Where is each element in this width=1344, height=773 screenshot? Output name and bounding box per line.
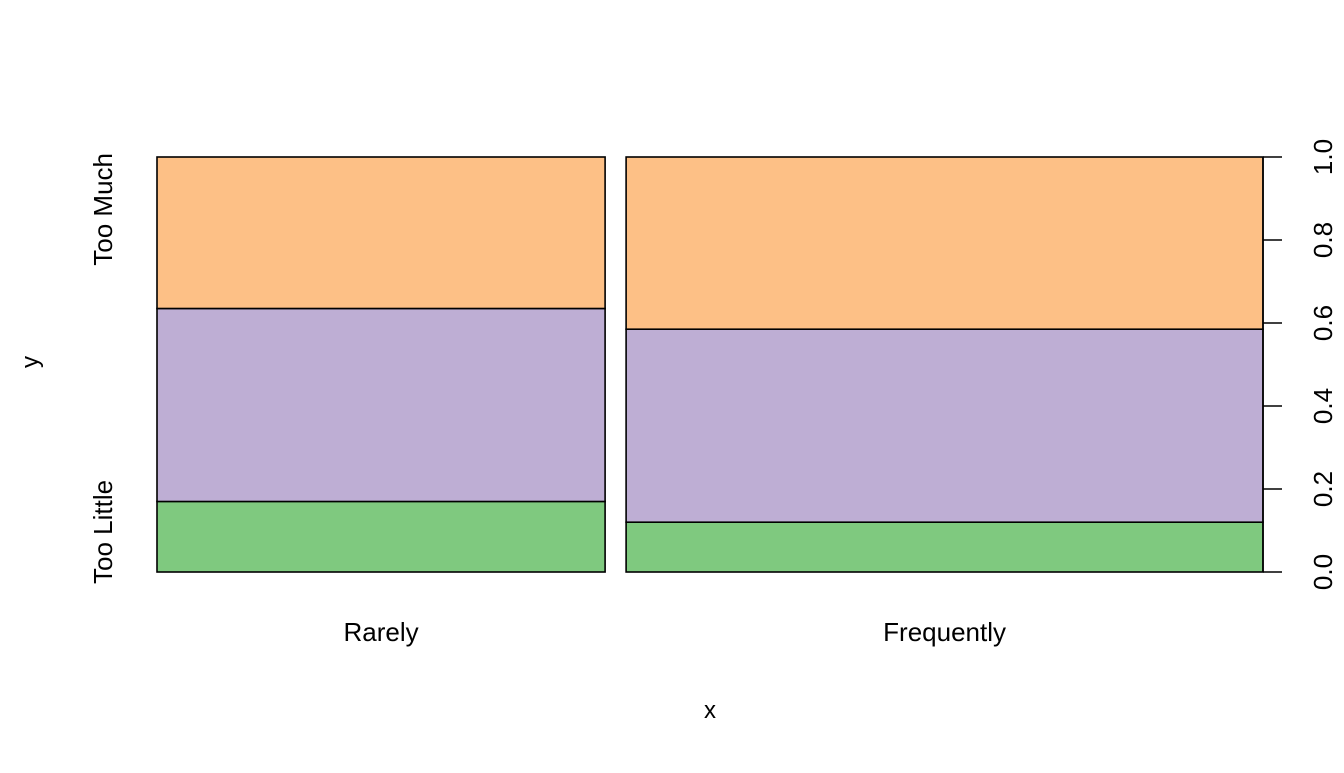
right-axis-tick-label: 0.2 <box>1308 471 1338 507</box>
right-axis-tick-label: 0.8 <box>1308 222 1338 258</box>
level-label-2: Too Much <box>88 153 118 266</box>
right-axis: 0.0 0.2 0.4 0.6 0.8 1.0 <box>1262 139 1338 590</box>
category-label-rarely: Rarely <box>344 617 419 647</box>
y-level-labels: Too Little Too Much <box>88 153 118 584</box>
bar-segment-rarely-1 <box>156 307 606 503</box>
bar-segment-rarely-2 <box>156 156 606 310</box>
y-axis-label: y <box>17 356 44 368</box>
category-label-frequently: Frequently <box>883 617 1006 647</box>
bar-segment-frequently-1 <box>625 328 1264 524</box>
right-axis-tick-label: 1.0 <box>1308 139 1338 175</box>
bar-segment-rarely-0 <box>156 500 606 573</box>
right-axis-tick-label: 0.6 <box>1308 305 1338 341</box>
right-axis-tick-label: 0.0 <box>1308 554 1338 590</box>
right-axis-tick-label: 0.4 <box>1308 388 1338 424</box>
level-label-0: Too Little <box>88 480 118 584</box>
x-axis-label: x <box>704 697 716 724</box>
bar-segment-frequently-2 <box>625 156 1264 330</box>
bar-segment-frequently-0 <box>625 521 1264 573</box>
bar-group <box>156 156 1264 573</box>
x-category-labels: Rarely Frequently <box>344 617 1006 647</box>
